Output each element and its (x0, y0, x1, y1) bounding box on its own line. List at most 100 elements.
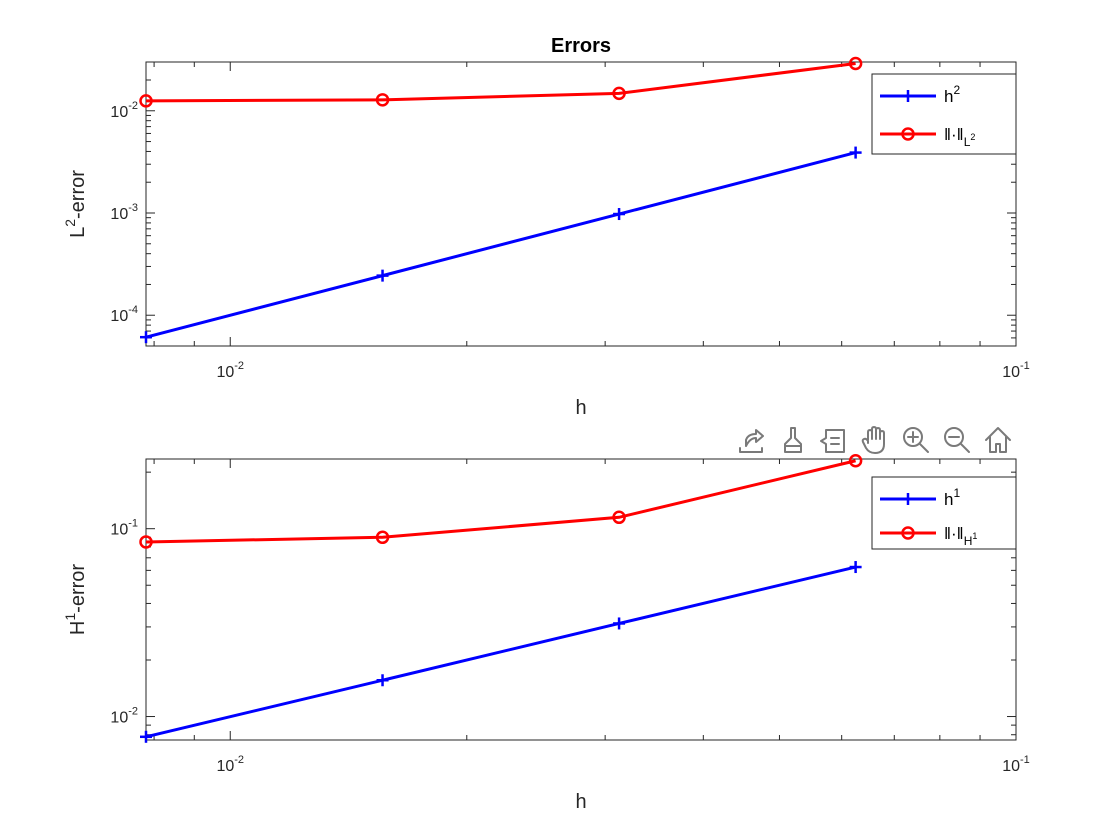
text-part: 10 (110, 522, 128, 539)
legend-entry: ‖·‖L2 (944, 125, 975, 149)
text-part: -1 (1020, 360, 1030, 372)
y-tick-label: 10-3 (110, 202, 138, 223)
icon-shape (861, 426, 885, 454)
legend: h1‖·‖H1 (871, 476, 1017, 550)
text-part: L (964, 135, 971, 149)
legend-box (871, 476, 1017, 550)
data-point (139, 94, 153, 108)
text-part: 1 (62, 613, 78, 621)
brush-icon[interactable] (777, 424, 809, 456)
x-tick-label: 10-2 (216, 754, 244, 775)
legend-box (871, 73, 1017, 155)
icon-shape (739, 429, 764, 453)
series-2 (139, 56, 863, 108)
data-point (140, 331, 152, 344)
text-part: -2 (128, 706, 138, 718)
export-icon[interactable] (736, 424, 768, 456)
series-1 (140, 561, 862, 743)
legend-entry: h2 (944, 83, 960, 106)
series-line (145, 565, 856, 739)
text-part: 10 (110, 308, 128, 325)
y-tick-label: 10-1 (110, 518, 138, 539)
text-part: -2 (234, 360, 244, 372)
text-part: 10 (110, 206, 128, 223)
text-part: 10 (110, 710, 128, 727)
data-point (613, 617, 626, 630)
legend-swatch-marker (901, 127, 915, 141)
text-part: H (67, 621, 89, 635)
y-tick-label: 10-2 (110, 100, 138, 121)
text-part: -4 (128, 304, 138, 316)
text-part: L (67, 227, 89, 238)
y-tick-label: 10-2 (110, 706, 138, 727)
data-point (612, 510, 626, 525)
text-part: 2 (953, 83, 960, 97)
legend: h2‖·‖L2 (871, 73, 1017, 155)
icon-shape (985, 427, 1011, 453)
text-part: 10 (1002, 758, 1020, 775)
x-tick-label: 10-2 (216, 360, 244, 381)
text-part: 2 (970, 132, 975, 142)
x-axis-label: h (575, 791, 586, 813)
legend-swatch-marker (902, 90, 914, 102)
data-point (376, 674, 389, 687)
text-part: 2 (62, 219, 78, 227)
icon-shape (907, 431, 929, 453)
chart-title: Errors (551, 35, 611, 57)
series-2 (139, 454, 863, 549)
x-axis-label: h (575, 397, 586, 419)
data-point (375, 530, 390, 545)
series-line (145, 151, 856, 339)
plot-area (145, 458, 1017, 741)
y-axis-label: H1-error (62, 564, 89, 635)
data-point (613, 208, 626, 221)
text-part: 10 (216, 364, 234, 381)
chart-1: 10-2 10-110-410-310-2ErrorshL2-errorh2‖·‖… (62, 35, 1030, 419)
text-part: -1 (1020, 754, 1030, 766)
text-part: 10 (1002, 364, 1020, 381)
text-part: h (944, 87, 953, 106)
icon-shape (784, 427, 802, 453)
series-line (145, 62, 856, 103)
text-part: -2 (234, 754, 244, 766)
data-point (848, 454, 863, 468)
y-tick-label: 10-4 (110, 304, 138, 325)
legend-swatch-marker (901, 526, 915, 540)
data-point (376, 269, 389, 282)
data-point (140, 730, 152, 743)
text-part: H (964, 534, 973, 548)
text-part: -error (67, 564, 89, 613)
pan-hand-icon[interactable] (859, 424, 891, 456)
zoom-out-icon[interactable] (941, 424, 973, 456)
axes-toolbar (736, 424, 1014, 456)
data-point (375, 93, 390, 107)
text-part: -3 (128, 202, 138, 214)
text-part: h (944, 490, 953, 509)
legend-entry: h1 (944, 486, 960, 509)
x-tick-label: 10-1 (1002, 754, 1030, 775)
text-part: ‖·‖ (944, 125, 964, 144)
text-part: -1 (128, 518, 138, 530)
datatip-icon[interactable] (818, 424, 850, 456)
text-part: -2 (128, 100, 138, 112)
x-tick-label: 10-1 (1002, 360, 1030, 381)
text-part: ‖·‖ (944, 524, 964, 543)
series-line (145, 459, 856, 544)
icon-shape (820, 429, 845, 453)
legend-swatch-marker (902, 493, 914, 505)
text-part: -error (67, 170, 89, 219)
y-axis-label: L2-error (62, 170, 89, 238)
series-1 (140, 146, 862, 344)
data-point (848, 56, 863, 71)
data-point (849, 146, 862, 159)
icon-lens (903, 427, 923, 447)
icon-lens (944, 427, 964, 447)
data-point (849, 561, 862, 574)
zoom-in-icon[interactable] (900, 424, 932, 456)
legend-entry: ‖·‖H1 (944, 524, 977, 548)
text-part: 1 (953, 486, 960, 500)
data-point (612, 86, 626, 101)
home-icon[interactable] (982, 424, 1014, 456)
